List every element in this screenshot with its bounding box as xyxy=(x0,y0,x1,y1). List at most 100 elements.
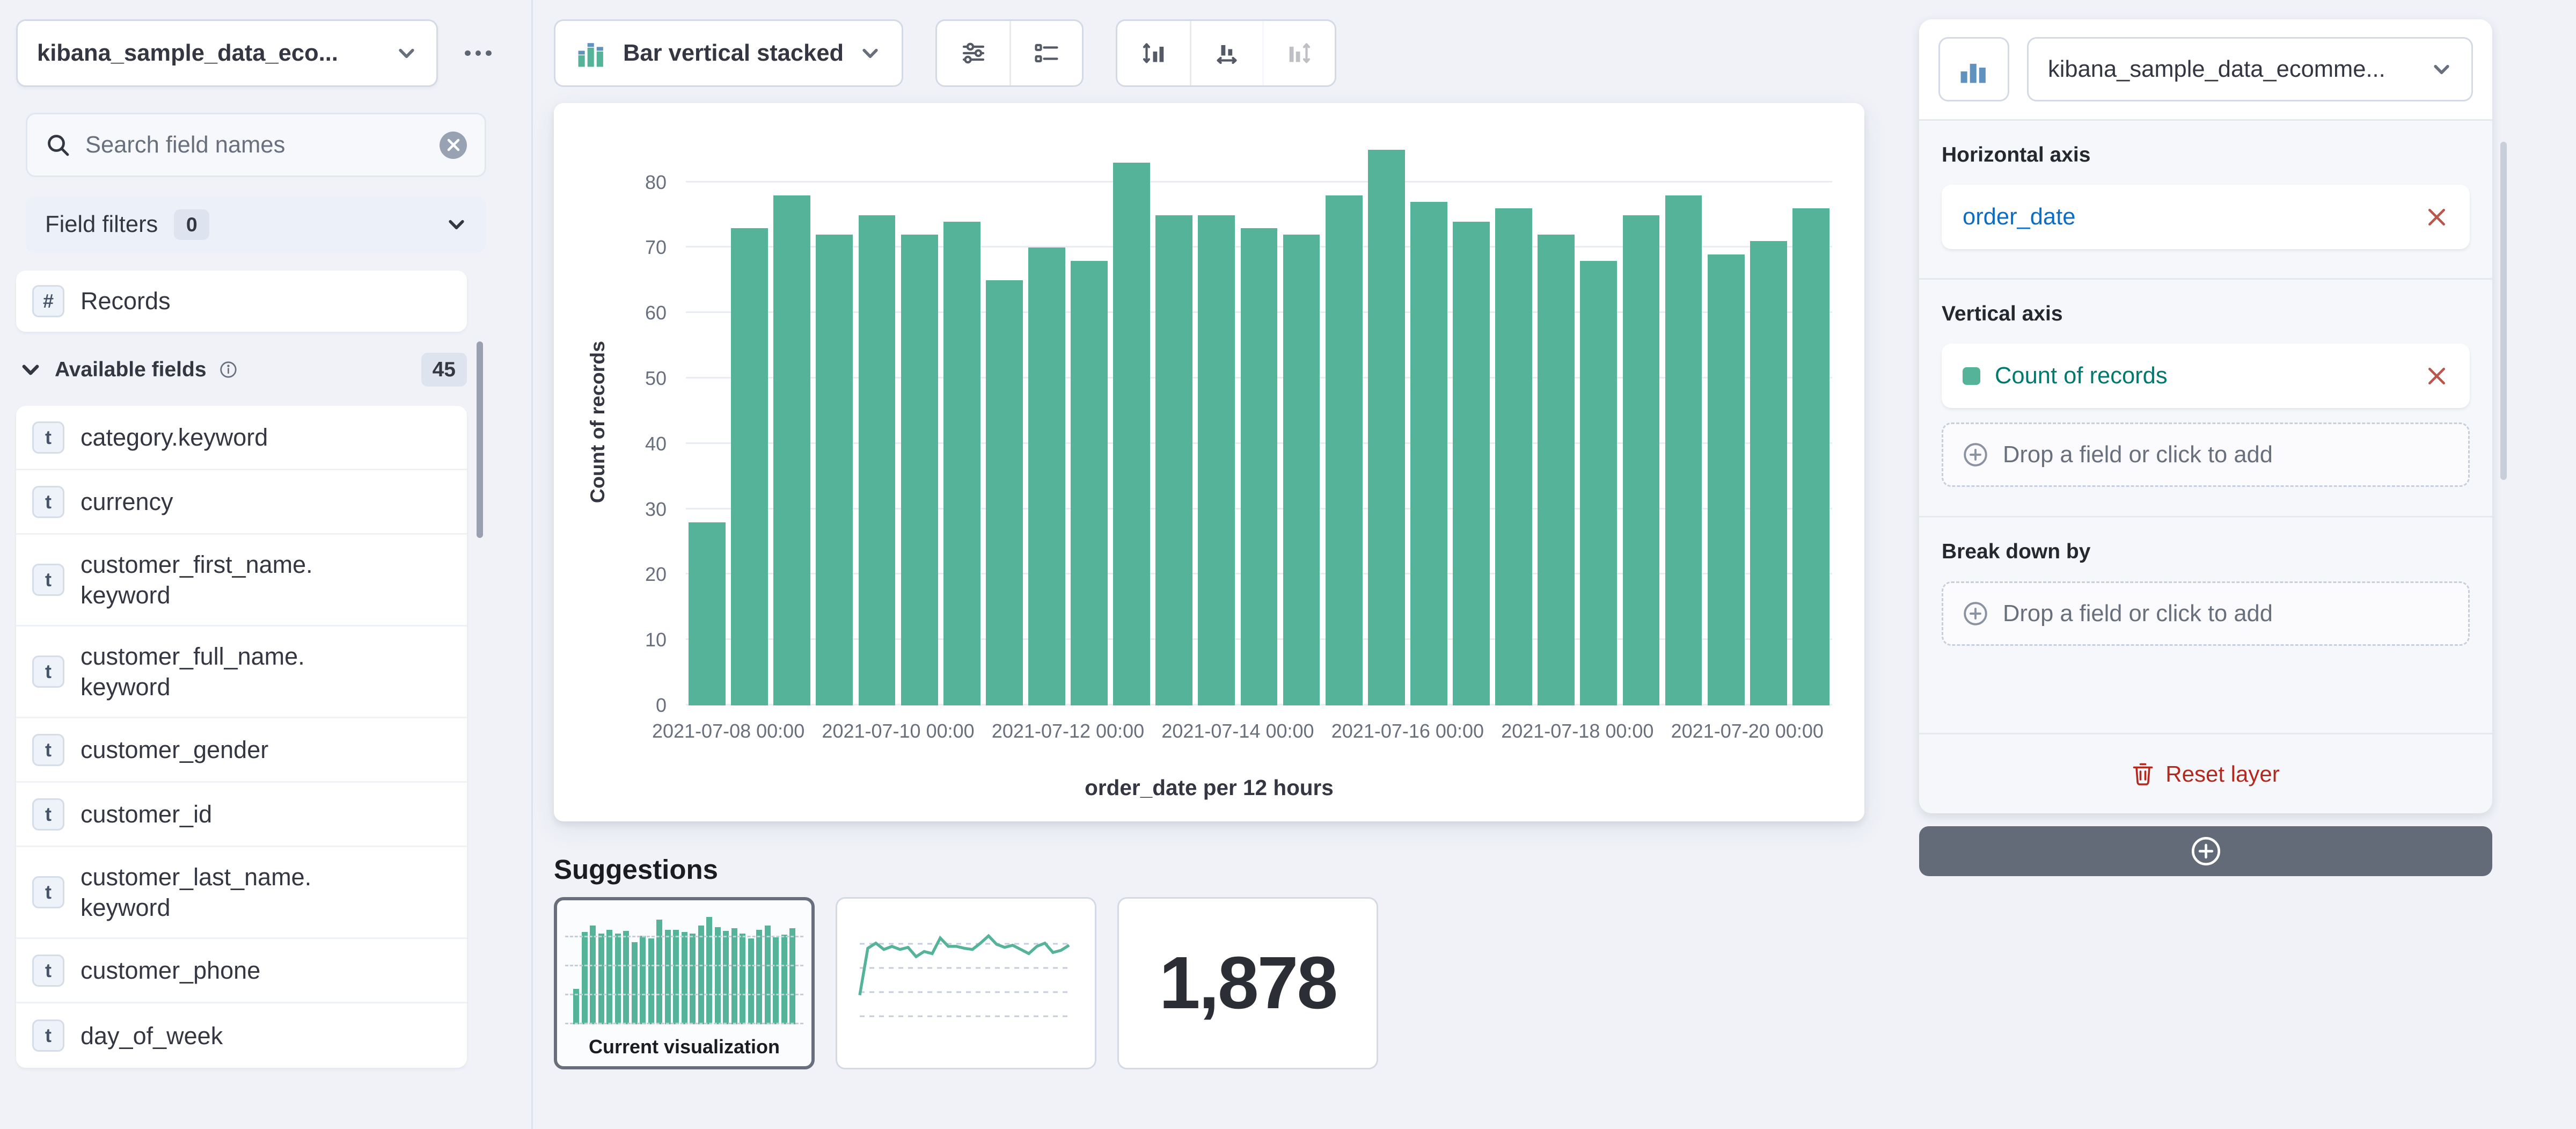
chart-type-selector[interactable]: Bar vertical stacked xyxy=(554,19,904,87)
bar[interactable] xyxy=(1665,195,1702,705)
field-item[interactable]: t customer_first_name.​keyword xyxy=(16,535,467,627)
mini-bar xyxy=(698,926,704,1024)
sidebar-scrollbar[interactable] xyxy=(477,341,483,538)
field-item[interactable]: t day_of_week xyxy=(16,1003,467,1068)
bar[interactable] xyxy=(1750,241,1787,705)
available-fields-header[interactable]: Available fields 45 xyxy=(19,353,467,387)
info-icon xyxy=(219,361,237,378)
left-axis-button[interactable] xyxy=(1117,21,1190,85)
close-icon xyxy=(447,139,459,151)
bar[interactable] xyxy=(816,235,853,705)
break-down-section: Break down by Drop a field or click to a… xyxy=(1919,516,2492,733)
layer-data-view-selector[interactable]: kibana_sample_data_ecomme... xyxy=(2027,37,2473,101)
bar[interactable] xyxy=(858,215,896,705)
legend-list-icon xyxy=(1035,43,1058,63)
suggestion-line-chart[interactable] xyxy=(836,897,1096,1069)
dimension-order-date[interactable]: order_date xyxy=(1942,185,2470,249)
field-item[interactable]: t customer_gender xyxy=(16,718,467,783)
records-field[interactable]: # Records xyxy=(16,271,467,332)
search-input[interactable] xyxy=(85,132,425,158)
bar[interactable] xyxy=(1283,235,1320,705)
add-layer-button[interactable] xyxy=(1919,826,2492,876)
sliders-icon xyxy=(962,42,984,64)
x-axis-title: order_date per 12 hours xyxy=(1085,775,1334,800)
text-field-icon: t xyxy=(32,954,64,987)
series-color-swatch xyxy=(1963,367,1980,385)
remove-dimension-button[interactable] xyxy=(2425,205,2449,229)
field-label: customer_gender xyxy=(80,736,269,763)
field-item[interactable]: t customer_last_name.​keyword xyxy=(16,847,467,939)
field-item[interactable]: t customer_phone xyxy=(16,939,467,1003)
y-tick-label: 10 xyxy=(645,629,667,651)
bar[interactable] xyxy=(773,195,811,705)
suggestion-label: Current visualization xyxy=(588,1036,780,1058)
add-breakdown-dimension-drop[interactable]: Drop a field or click to add xyxy=(1942,581,2470,646)
bar[interactable] xyxy=(1792,208,1829,705)
bar[interactable] xyxy=(689,522,726,705)
bar[interactable] xyxy=(1707,254,1745,705)
suggestion-current-visualization[interactable]: Current visualization xyxy=(554,897,815,1069)
bar-plot[interactable]: 0 10 20 30 40 50 60 70 80 xyxy=(645,139,1832,716)
mini-bar xyxy=(706,917,712,1024)
bars xyxy=(686,139,1832,705)
sidebar-options-button[interactable] xyxy=(451,19,506,87)
right-axis-button[interactable] xyxy=(1262,21,1335,85)
mini-bar xyxy=(640,936,646,1024)
config-panel-scrollbar[interactable] xyxy=(2500,142,2507,480)
close-icon xyxy=(2428,208,2446,225)
bar[interactable] xyxy=(1198,215,1235,705)
mini-gridline xyxy=(565,936,803,937)
bar[interactable] xyxy=(1155,215,1193,705)
field-label: customer_last_name.​keyword xyxy=(80,863,312,921)
vertical-axis-label: Vertical axis xyxy=(1942,302,2063,325)
bar[interactable] xyxy=(1622,215,1660,705)
data-view-selector[interactable]: kibana_sample_data_eco... xyxy=(16,19,438,87)
legend-button[interactable] xyxy=(1009,21,1082,85)
field-filters-toggle[interactable]: Field filters 0 xyxy=(26,196,486,253)
x-tick-label: 2021-07-18 00:00 xyxy=(1501,720,1654,742)
bar[interactable] xyxy=(1410,202,1447,705)
field-item[interactable]: t category.​keyword xyxy=(16,406,467,470)
bar[interactable] xyxy=(1071,260,1108,705)
field-item[interactable]: t customer_full_name.​keyword xyxy=(16,627,467,718)
remove-dimension-button[interactable] xyxy=(2425,364,2449,388)
bar[interactable] xyxy=(1113,163,1151,705)
bar[interactable] xyxy=(1538,235,1575,705)
bar[interactable] xyxy=(1453,221,1490,705)
bar[interactable] xyxy=(901,235,938,705)
layer-chart-type-button[interactable] xyxy=(1938,37,2009,101)
y-tick-label: 30 xyxy=(645,498,667,520)
bar[interactable] xyxy=(1325,195,1363,705)
bar[interactable] xyxy=(1028,247,1065,705)
add-vertical-dimension-drop[interactable]: Drop a field or click to add xyxy=(1942,423,2470,487)
y-tick-label: 80 xyxy=(645,171,667,193)
mini-bar xyxy=(740,933,745,1024)
bar[interactable] xyxy=(1580,260,1618,705)
mini-bar xyxy=(631,942,638,1024)
field-item[interactable]: t customer_id xyxy=(16,783,467,847)
chevron-down-icon xyxy=(22,365,39,375)
suggestion-metric[interactable]: 1,878 xyxy=(1117,897,1378,1069)
ellipsis-icon xyxy=(465,50,471,56)
visual-options-button[interactable] xyxy=(937,21,1009,85)
bottom-axis-button[interactable] xyxy=(1190,21,1262,85)
reset-layer-button[interactable]: Reset layer xyxy=(1919,733,2492,813)
clear-search-button[interactable] xyxy=(440,131,467,159)
bar[interactable] xyxy=(985,280,1023,705)
bar[interactable] xyxy=(1240,228,1278,705)
field-label: day_of_week xyxy=(80,1022,223,1050)
horizontal-axis-section: Horizontal axis order_date xyxy=(1919,119,2492,278)
bar[interactable] xyxy=(731,228,769,705)
mini-bar xyxy=(606,929,612,1024)
y-tick-label: 50 xyxy=(645,367,667,390)
workspace-toolbar: Bar vertical stacked xyxy=(554,19,1337,87)
drop-placeholder-text: Drop a field or click to add xyxy=(2003,600,2273,627)
bar[interactable] xyxy=(943,221,980,705)
bar[interactable] xyxy=(1367,149,1405,705)
field-item[interactable]: t currency xyxy=(16,470,467,535)
x-tick-label: 2021-07-10 00:00 xyxy=(822,720,975,742)
dimension-count-of-records[interactable]: Count of records xyxy=(1942,344,2470,408)
bar[interactable] xyxy=(1495,208,1533,705)
gridline xyxy=(686,180,1832,183)
mini-bar xyxy=(690,933,696,1024)
